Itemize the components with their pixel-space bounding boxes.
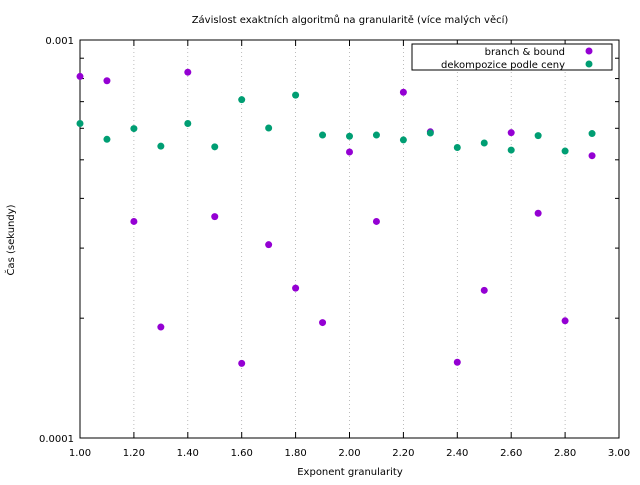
data-point [399,88,407,96]
data-point [319,131,327,139]
x-tick-label: 1.60 [231,448,253,459]
y-tick-label: 0.001 [45,36,74,47]
data-point [453,143,461,151]
data-point [211,213,219,221]
data-point [561,147,569,155]
data-point [399,136,407,144]
data-point [346,148,353,156]
data-point [346,132,353,140]
y-axis-label: Čas (sekundy) [4,204,17,275]
x-tick-label: 3.00 [608,448,630,459]
data-point [507,129,515,137]
x-tick-label: 2.60 [500,448,522,459]
data-point [534,132,542,140]
data-point [130,217,138,225]
data-point [372,131,380,139]
legend-marker-branch-bound [585,47,593,55]
legend: branch & bound dekompozice podle ceny [411,43,613,71]
data-point [426,129,434,137]
chart-title: Závislost exaktních algoritmů na granula… [192,14,509,26]
data-point [130,125,138,133]
data-point [588,152,596,160]
data-point [103,135,111,143]
data-point [372,217,380,225]
axis-ticks: 1.00 1.20 1.40 1.60 1.80 2.00 2.20 2.40 2.60 2.80… [39,36,630,459]
legend-label-dekompozice: dekompozice podle ceny [441,60,565,71]
data-point [292,284,300,292]
legend-box [411,43,613,71]
x-tick-label: 1.40 [177,448,199,459]
x-tick-label: 1.20 [123,448,145,459]
data-point [157,323,165,331]
data-point [157,142,165,150]
data-point [238,96,246,104]
data-point [184,68,192,76]
data-point [103,77,111,85]
data-point [265,124,273,132]
x-tick-label: 2.20 [392,448,414,459]
legend-marker-dekompozice [585,60,593,68]
data-point [480,286,488,294]
data-points [76,68,596,367]
legend-label-branch-bound: branch & bound [485,47,565,58]
data-point [453,358,461,366]
data-point [211,143,219,151]
x-tick-label: 2.00 [338,448,360,459]
y-tick-label: 0.0001 [39,434,74,445]
data-point [265,241,273,249]
data-point [588,130,596,138]
data-point [507,146,515,154]
data-point [319,319,327,327]
data-point [238,359,246,367]
x-axis-label: Exponent granularity [297,467,403,478]
series-1 [76,91,596,155]
data-point [534,209,542,217]
data-point [76,72,84,80]
data-point [480,139,488,147]
data-point [184,119,192,127]
x-tick-label: 1.80 [284,448,306,459]
x-tick-label: 1.00 [69,448,91,459]
data-point [76,119,84,127]
x-tick-label: 2.40 [446,448,468,459]
x-tick-label: 2.80 [554,448,576,459]
data-point [292,91,300,99]
data-point [561,317,569,325]
